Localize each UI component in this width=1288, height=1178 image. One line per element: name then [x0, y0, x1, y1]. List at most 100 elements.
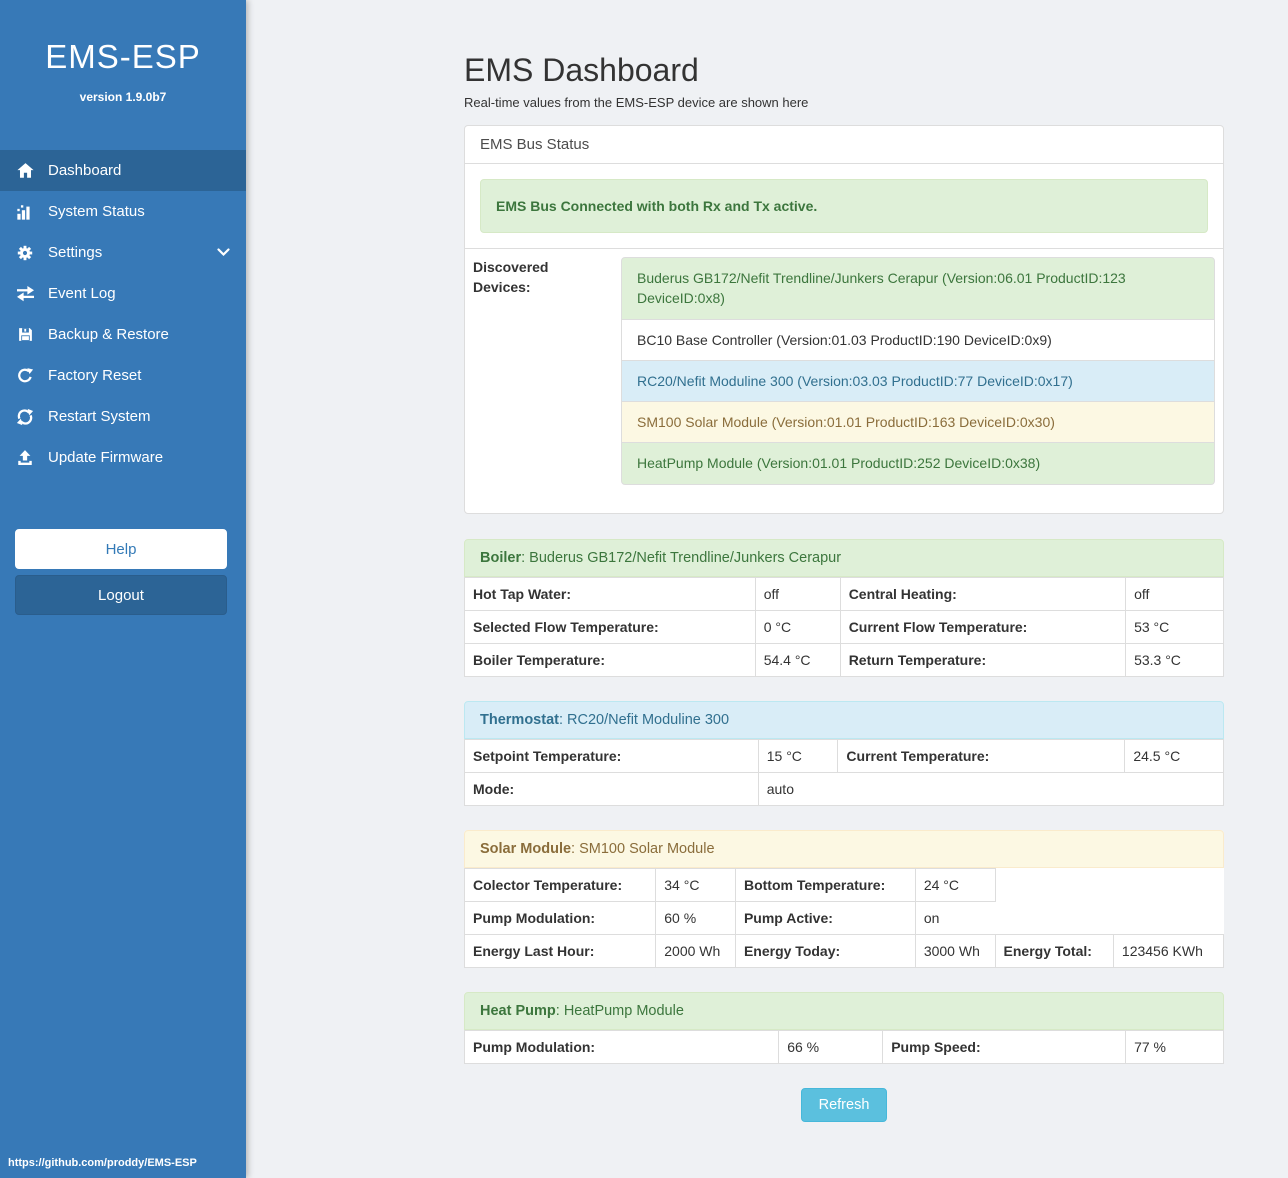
- sidebar-item-label: Factory Reset: [48, 367, 142, 384]
- table-label: Energy Total:: [994, 933, 1114, 968]
- chevron-down-icon: [217, 248, 230, 257]
- sidebar-item-event-log[interactable]: Event Log: [0, 273, 246, 314]
- upload-icon: [12, 449, 38, 467]
- device-list-item: HeatPump Module (Version:01.01 ProductID…: [621, 442, 1215, 485]
- table-value: 77 %: [1125, 1029, 1224, 1064]
- table-label: Central Heating:: [839, 576, 1127, 611]
- rotate-icon: [12, 367, 38, 385]
- heat-pump-panel: Heat Pump: HeatPump Module Pump Modulati…: [463, 991, 1224, 1064]
- table-label: Energy Last Hour:: [463, 933, 657, 968]
- ems-bus-status-panel: EMS Bus Status EMS Bus Connected with bo…: [464, 125, 1224, 514]
- table-label: Pump Active:: [734, 900, 916, 935]
- sidebar-item-label: Update Firmware: [48, 449, 164, 466]
- main-content: EMS Dashboard Real-time values from the …: [463, 0, 1225, 1162]
- thermostat-panel: Thermostat: RC20/Nefit Moduline 300 Setp…: [464, 700, 1225, 806]
- sidebar-item-label: Restart System: [48, 408, 151, 425]
- table-value: 66 %: [778, 1029, 884, 1064]
- table-value: 123456 KWh: [1112, 933, 1225, 968]
- device-list-item: SM100 Solar Module (Version:01.01 Produc…: [621, 401, 1215, 444]
- table-label: Boiler Temperature:: [464, 642, 756, 677]
- table-value: on: [914, 900, 996, 935]
- sidebar-nav: Dashboard System Status: [0, 150, 246, 478]
- app-title: EMS-ESP: [45, 38, 201, 75]
- sidebar-item-label: System Status: [48, 203, 145, 220]
- brand: EMS-ESP version 1.9.0b7: [0, 0, 246, 104]
- table-value: off: [754, 576, 841, 611]
- table-label: Setpoint Temperature:: [464, 738, 759, 773]
- refresh-icon: [12, 408, 38, 426]
- table-label: Selected Flow Temperature:: [464, 609, 756, 644]
- home-icon: [12, 161, 38, 180]
- heat-pump-panel-heading: Heat Pump: HeatPump Module: [464, 991, 1224, 1030]
- boiler-panel-heading: Boiler: Buderus GB172/Nefit Trendline/Ju…: [464, 538, 1224, 577]
- table-value: 0 °C: [754, 609, 841, 644]
- device-list-item: Buderus GB172/Nefit Trendline/Junkers Ce…: [621, 257, 1215, 320]
- table-label: Return Temperature:: [839, 642, 1127, 677]
- bus-status-alert: EMS Bus Connected with both Rx and Tx ac…: [480, 179, 1208, 233]
- app-version: version 1.9.0b7: [79, 90, 167, 104]
- sidebar-item-dashboard[interactable]: Dashboard: [0, 150, 246, 191]
- sidebar-item-backup-restore[interactable]: Backup & Restore: [0, 314, 246, 355]
- table-value: off: [1125, 576, 1224, 611]
- page-subtitle: Real-time values from the EMS-ESP device…: [464, 95, 809, 110]
- table-label: Bottom Temperature:: [734, 867, 916, 902]
- table-value: 3000 Wh: [914, 933, 996, 968]
- table-value: 24.5 °C: [1124, 738, 1224, 773]
- table-label: Colector Temperature:: [463, 867, 657, 902]
- heat-pump-table: Pump Modulation: 66 % Pump Speed: 77 %: [463, 1029, 1224, 1064]
- device-list-item: BC10 Base Controller (Version:01.03 Prod…: [621, 318, 1215, 361]
- boiler-table: Hot Tap Water: off Central Heating: off Se…: [464, 576, 1224, 677]
- table-label: Pump Modulation:: [463, 900, 657, 935]
- table-label: Hot Tap Water:: [464, 576, 756, 611]
- discovered-devices-label: Discovered Devices:: [465, 247, 613, 513]
- refresh-button[interactable]: Refresh: [800, 1087, 888, 1122]
- bus-panel-heading: EMS Bus Status: [465, 126, 1223, 164]
- sidebar-item-label: Dashboard: [48, 162, 122, 179]
- table-value: 2000 Wh: [655, 933, 736, 968]
- thermostat-table: Setpoint Temperature: 15 °C Current Tempe…: [464, 738, 1225, 806]
- exchange-arrows-icon: [12, 285, 38, 302]
- save-icon: [12, 326, 38, 343]
- table-label: Energy Today:: [734, 933, 916, 968]
- solar-panel-heading: Solar Module: SM100 Solar Module: [464, 829, 1224, 868]
- solar-table: Colector Temperature: 34 °C Bottom Temper…: [463, 867, 1225, 968]
- sidebar-item-factory-reset[interactable]: Factory Reset: [0, 355, 246, 396]
- refresh-button-container: Refresh: [464, 1087, 1224, 1122]
- table-label: Mode:: [464, 771, 759, 806]
- device-list: Buderus GB172/Nefit Trendline/Junkers Ce…: [621, 257, 1215, 485]
- sidebar-item-label: Settings: [48, 244, 103, 261]
- table-value: 24 °C: [914, 867, 996, 902]
- bus-panel-body: EMS Bus Connected with both Rx and Tx ac…: [465, 164, 1223, 248]
- github-link[interactable]: https://github.com/proddy/EMS-ESP: [8, 1157, 197, 1169]
- sidebar-item-settings[interactable]: Settings: [0, 232, 246, 273]
- sidebar-item-update-firmware[interactable]: Update Firmware: [0, 437, 246, 478]
- device-list-item: RC20/Nefit Moduline 300 (Version:03.03 P…: [621, 359, 1215, 403]
- table-empty-cell: [995, 901, 1223, 934]
- help-button[interactable]: Help: [15, 529, 227, 569]
- table-label: Current Flow Temperature:: [839, 609, 1127, 644]
- table-value: 53.3 °C: [1125, 642, 1224, 677]
- boiler-panel: Boiler: Buderus GB172/Nefit Trendline/Ju…: [464, 538, 1224, 677]
- table-label: Pump Modulation:: [463, 1029, 780, 1064]
- table-value: 60 %: [655, 900, 736, 935]
- table-value: 34 °C: [655, 867, 736, 902]
- logout-button[interactable]: Logout: [15, 575, 227, 615]
- sidebar-item-label: Backup & Restore: [48, 326, 169, 343]
- thermostat-panel-heading: Thermostat: RC20/Nefit Moduline 300: [464, 700, 1224, 739]
- table-value: 15 °C: [757, 738, 839, 773]
- table-empty-cell: [995, 868, 1223, 901]
- table-value: 53 °C: [1125, 609, 1224, 644]
- solar-module-panel: Solar Module: SM100 Solar Module Colecto…: [463, 829, 1225, 968]
- sidebar: EMS-ESP version 1.9.0b7 Dashboard System…: [0, 0, 246, 1178]
- gear-icon: [12, 244, 38, 262]
- table-value: auto: [757, 771, 1225, 806]
- table-label: Pump Speed:: [882, 1029, 1127, 1064]
- table-label: Current Temperature:: [837, 738, 1126, 773]
- sidebar-item-system-status[interactable]: System Status: [0, 191, 246, 232]
- discovered-devices-table: Discovered Devices: Buderus GB172/Nefit …: [465, 247, 1223, 513]
- bar-chart-icon: [12, 203, 38, 221]
- table-value: 54.4 °C: [754, 642, 841, 677]
- sidebar-item-restart-system[interactable]: Restart System: [0, 396, 246, 437]
- sidebar-item-label: Event Log: [48, 285, 116, 302]
- page-title: EMS Dashboard: [464, 52, 699, 88]
